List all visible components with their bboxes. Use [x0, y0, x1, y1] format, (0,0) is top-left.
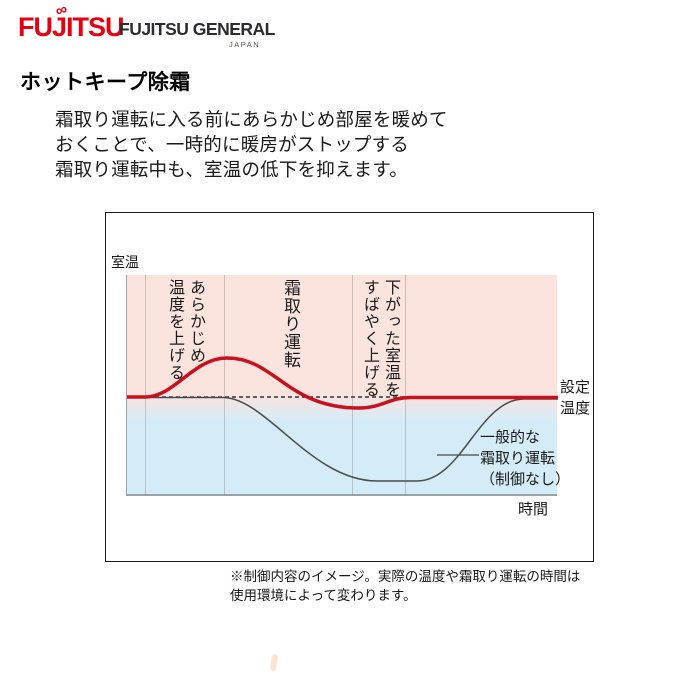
fujitsu-general-wordmark: FUJITSU GENERAL	[119, 19, 275, 39]
set-temp-line: 設定	[560, 379, 591, 396]
y-axis-label: 室温	[111, 254, 139, 270]
set-temp-label: 設定 温度	[560, 377, 590, 419]
phase-label-defrost: 霜取り運転	[281, 279, 300, 369]
legend-line: 霜取り運転	[480, 450, 556, 467]
legend-line: （制御なし）	[480, 471, 571, 488]
feature-description: 霜取り運転に入る前にあらかじめ部屋を暖めて おくことで、一時的に暖房がストップす…	[55, 107, 448, 182]
phase-label-line: あらかじめ	[187, 279, 204, 364]
temperature-curves	[127, 356, 558, 482]
japan-label: JAPAN	[229, 40, 261, 49]
footnote-line: ※制御内容のイメージ。実際の温度や霜取り運転の時間は	[230, 569, 581, 584]
phase-gridline	[224, 275, 225, 496]
legend-normal-defrost: 一般的な 霜取り運転 （制御なし）	[480, 427, 570, 490]
footnote-line: 使用環境によって変わります。	[230, 588, 417, 603]
set-temp-line: 温度	[560, 400, 591, 417]
phase-gridline	[352, 275, 353, 496]
description-line: 霜取り運転中も、室温の低下を抑えます。	[55, 159, 408, 180]
phase-label-line: 下がった室温を	[382, 279, 399, 398]
feature-title: ホットキープ除霜	[20, 71, 191, 94]
phase-label-preheat: あらかじめ 温度を上げる	[165, 279, 204, 381]
phase-label-line: すばやく上げる	[361, 279, 378, 398]
defrost-chart: 室温 あらかじめ 温度を上げる 霜取り	[105, 212, 594, 562]
hotkeep-defrost-curve	[127, 356, 558, 410]
phase-gridline	[405, 275, 406, 496]
fujitsu-wordmark: FUJITSU	[18, 12, 125, 42]
normal-defrost-curve	[127, 396, 558, 482]
x-axis-label: 時間	[518, 501, 549, 518]
artifact-mark	[269, 653, 279, 672]
phase-label-line: 霜取り運転	[281, 279, 300, 369]
footnote: ※制御内容のイメージ。実際の温度や霜取り運転の時間は 使用環境によって変わります…	[230, 567, 580, 605]
description-line: おくことで、一時的に暖房がストップする	[55, 134, 410, 155]
phase-label-line: 温度を上げる	[166, 279, 183, 381]
legend-line: 一般的な	[480, 429, 541, 446]
phase-gridline	[145, 275, 146, 496]
phase-label-recover: 下がった室温を すばやく上げる	[360, 279, 399, 398]
description-line: 霜取り運転に入る前にあらかじめ部屋を暖めて	[55, 109, 448, 130]
plot-area: あらかじめ 温度を上げる 霜取り運転 下がった室温を すばやく上げる	[126, 275, 558, 496]
